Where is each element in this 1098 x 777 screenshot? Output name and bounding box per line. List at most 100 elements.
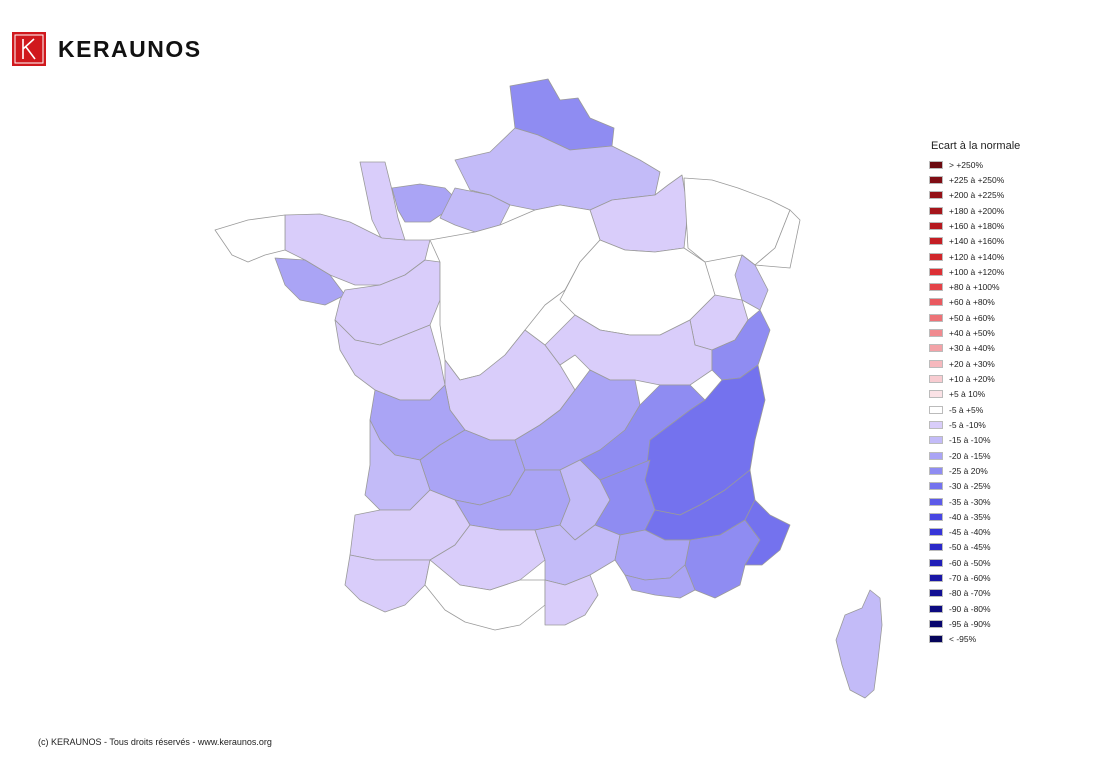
legend-swatch xyxy=(929,451,943,460)
legend-label: +50 à +60% xyxy=(949,312,995,323)
legend-item: +40 à +50% xyxy=(929,325,1020,340)
legend-swatch xyxy=(929,175,943,184)
legend-item: +30 à +40% xyxy=(929,341,1020,356)
map-region-bouches-du-rhone xyxy=(624,564,696,599)
legend-item: -70 à -60% xyxy=(929,570,1020,585)
legend-item: +10 à +20% xyxy=(929,371,1020,386)
legend-item: +20 à +30% xyxy=(929,356,1020,371)
legend-label: -30 à -25% xyxy=(949,481,991,492)
legend-swatch xyxy=(929,405,943,414)
legend-swatch xyxy=(929,635,943,644)
legend-item: > +250% xyxy=(929,157,1020,172)
legend-swatch xyxy=(929,298,943,307)
legend-item: -45 à -40% xyxy=(929,525,1020,540)
legend-item: +200 à +225% xyxy=(929,188,1020,203)
legend-label: -5 à +5% xyxy=(949,404,984,415)
legend-swatch xyxy=(929,206,943,215)
legend-swatch xyxy=(929,620,943,629)
legend-item: +140 à +160% xyxy=(929,234,1020,249)
map-region-alsace xyxy=(754,209,801,269)
legend-label: < -95% xyxy=(949,634,977,645)
legend-swatch xyxy=(929,283,943,292)
legend-label: +20 à +30% xyxy=(949,358,995,369)
legend-swatch xyxy=(929,512,943,521)
legend-label: +100 à +120% xyxy=(949,266,1005,277)
legend-swatch xyxy=(929,267,943,276)
legend-label: +160 à +180% xyxy=(949,220,1005,231)
legend-item: +50 à +60% xyxy=(929,310,1020,325)
legend-item: +225 à +250% xyxy=(929,172,1020,187)
map-region-aude-pyrenees-orientales xyxy=(544,574,599,626)
legend-label: +80 à +100% xyxy=(949,282,1000,293)
legend-label: -60 à -50% xyxy=(949,557,991,568)
legend-swatch xyxy=(929,558,943,567)
legend-swatch xyxy=(929,344,943,353)
copyright-text: (c) KERAUNOS - Tous droits réservés - ww… xyxy=(38,737,272,747)
legend-label: > +250% xyxy=(949,159,984,170)
legend-swatch xyxy=(929,589,943,598)
legend-item: -25 à 20% xyxy=(929,463,1020,478)
map-region-alpes-maritimes xyxy=(744,499,791,566)
legend-swatch xyxy=(929,359,943,368)
legend-item: +60 à +80% xyxy=(929,295,1020,310)
legend-label: -20 à -15% xyxy=(949,450,991,461)
map-region-corse xyxy=(835,589,883,699)
legend-label: +120 à +140% xyxy=(949,251,1005,262)
legend-swatch xyxy=(929,375,943,384)
legend-swatch xyxy=(929,191,943,200)
legend-item: -20 à -15% xyxy=(929,448,1020,463)
brand-name: KERAUNOS xyxy=(58,35,202,62)
legend-label: -25 à 20% xyxy=(949,465,988,476)
keraunos-logo-icon xyxy=(12,32,46,66)
legend-item: -5 à -10% xyxy=(929,417,1020,432)
legend-label: -15 à -10% xyxy=(949,435,991,446)
legend-label: +140 à +160% xyxy=(949,236,1005,247)
legend-label: -50 à -45% xyxy=(949,542,991,553)
legend-item: +5 à 10% xyxy=(929,387,1020,402)
map-region-centre xyxy=(429,204,601,381)
legend-label: +5 à 10% xyxy=(949,389,986,400)
legend-swatch xyxy=(929,390,943,399)
legend-swatch xyxy=(929,543,943,552)
legend-label: +10 à +20% xyxy=(949,374,995,385)
legend-label: +180 à +200% xyxy=(949,205,1005,216)
legend-label: +60 à +80% xyxy=(949,297,995,308)
map-region-morbihan xyxy=(274,257,346,306)
legend-label: -35 à -30% xyxy=(949,496,991,507)
legend-swatch xyxy=(929,420,943,429)
legend-swatch xyxy=(929,482,943,491)
legend-label: -5 à -10% xyxy=(949,419,986,430)
legend: Ecart à la normale > +250% +225 à +250% +2… xyxy=(929,140,1020,647)
map-region-pyrenees-atlantiques xyxy=(344,554,431,613)
legend-label: +30 à +40% xyxy=(949,343,995,354)
legend-label: +200 à +225% xyxy=(949,190,1005,201)
legend-label: -80 à -70% xyxy=(949,588,991,599)
map-region-haute-savoie xyxy=(711,309,771,381)
legend-swatch xyxy=(929,329,943,338)
legend-swatch xyxy=(929,466,943,475)
legend-label: -45 à -40% xyxy=(949,527,991,538)
legend-item: +160 à +180% xyxy=(929,218,1020,233)
legend-item: +120 à +140% xyxy=(929,249,1020,264)
brand-logo: KERAUNOS xyxy=(12,32,202,66)
legend-label: -40 à -35% xyxy=(949,511,991,522)
map-region-normandie-ouest xyxy=(359,161,406,241)
legend-swatch xyxy=(929,436,943,445)
legend-label: -90 à -80% xyxy=(949,603,991,614)
legend-item: < -95% xyxy=(929,632,1020,647)
legend-item: -95 à -90% xyxy=(929,616,1020,631)
legend-item: +100 à +120% xyxy=(929,264,1020,279)
legend-item: +80 à +100% xyxy=(929,280,1020,295)
legend-swatch xyxy=(929,497,943,506)
map-region-bretagne-finistere xyxy=(214,214,286,263)
legend-item: -60 à -50% xyxy=(929,555,1020,570)
legend-item: +180 à +200% xyxy=(929,203,1020,218)
legend-swatch xyxy=(929,313,943,322)
legend-swatch xyxy=(929,604,943,613)
legend-item: -50 à -45% xyxy=(929,540,1020,555)
legend-swatch xyxy=(929,252,943,261)
legend-item: -40 à -35% xyxy=(929,509,1020,524)
legend-item: -30 à -25% xyxy=(929,479,1020,494)
legend-swatch xyxy=(929,160,943,169)
